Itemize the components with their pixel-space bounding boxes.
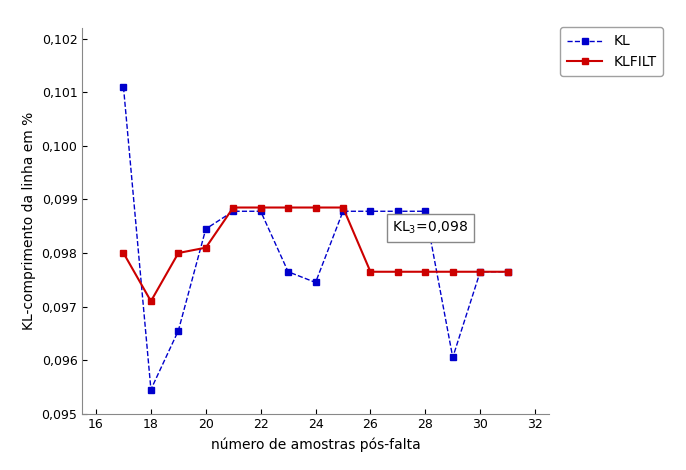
Line: KLFILT: KLFILT <box>121 205 510 304</box>
KL <box>449 354 457 360</box>
KL <box>202 226 210 232</box>
Text: KL$_3$=0,098: KL$_3$=0,098 <box>392 219 469 236</box>
KL <box>476 269 484 274</box>
KL <box>421 209 429 214</box>
KL <box>147 387 155 392</box>
KLFILT <box>174 250 182 256</box>
KLFILT <box>449 269 457 274</box>
KLFILT <box>476 269 484 274</box>
KL <box>366 209 375 214</box>
KLFILT <box>147 298 155 304</box>
KL <box>504 269 512 274</box>
KL <box>339 209 347 214</box>
KL <box>394 209 402 214</box>
KL <box>257 209 265 214</box>
KLFILT <box>257 205 265 211</box>
KLFILT <box>339 205 347 211</box>
KLFILT <box>311 205 320 211</box>
KLFILT <box>229 205 237 211</box>
KLFILT <box>284 205 292 211</box>
KLFILT <box>421 269 429 274</box>
KL <box>284 269 292 274</box>
KL <box>229 209 237 214</box>
Legend: KL, KLFILT: KL, KLFILT <box>560 27 663 76</box>
KLFILT <box>366 269 375 274</box>
KL <box>119 84 128 90</box>
Line: KL: KL <box>121 84 510 392</box>
KLFILT <box>119 250 128 256</box>
KL <box>174 328 182 333</box>
X-axis label: número de amostras pós-falta: número de amostras pós-falta <box>211 437 421 452</box>
KL <box>311 280 320 285</box>
KLFILT <box>202 245 210 251</box>
KLFILT <box>504 269 512 274</box>
Y-axis label: KL-comprimento da linha em %: KL-comprimento da linha em % <box>22 112 36 330</box>
KLFILT <box>394 269 402 274</box>
